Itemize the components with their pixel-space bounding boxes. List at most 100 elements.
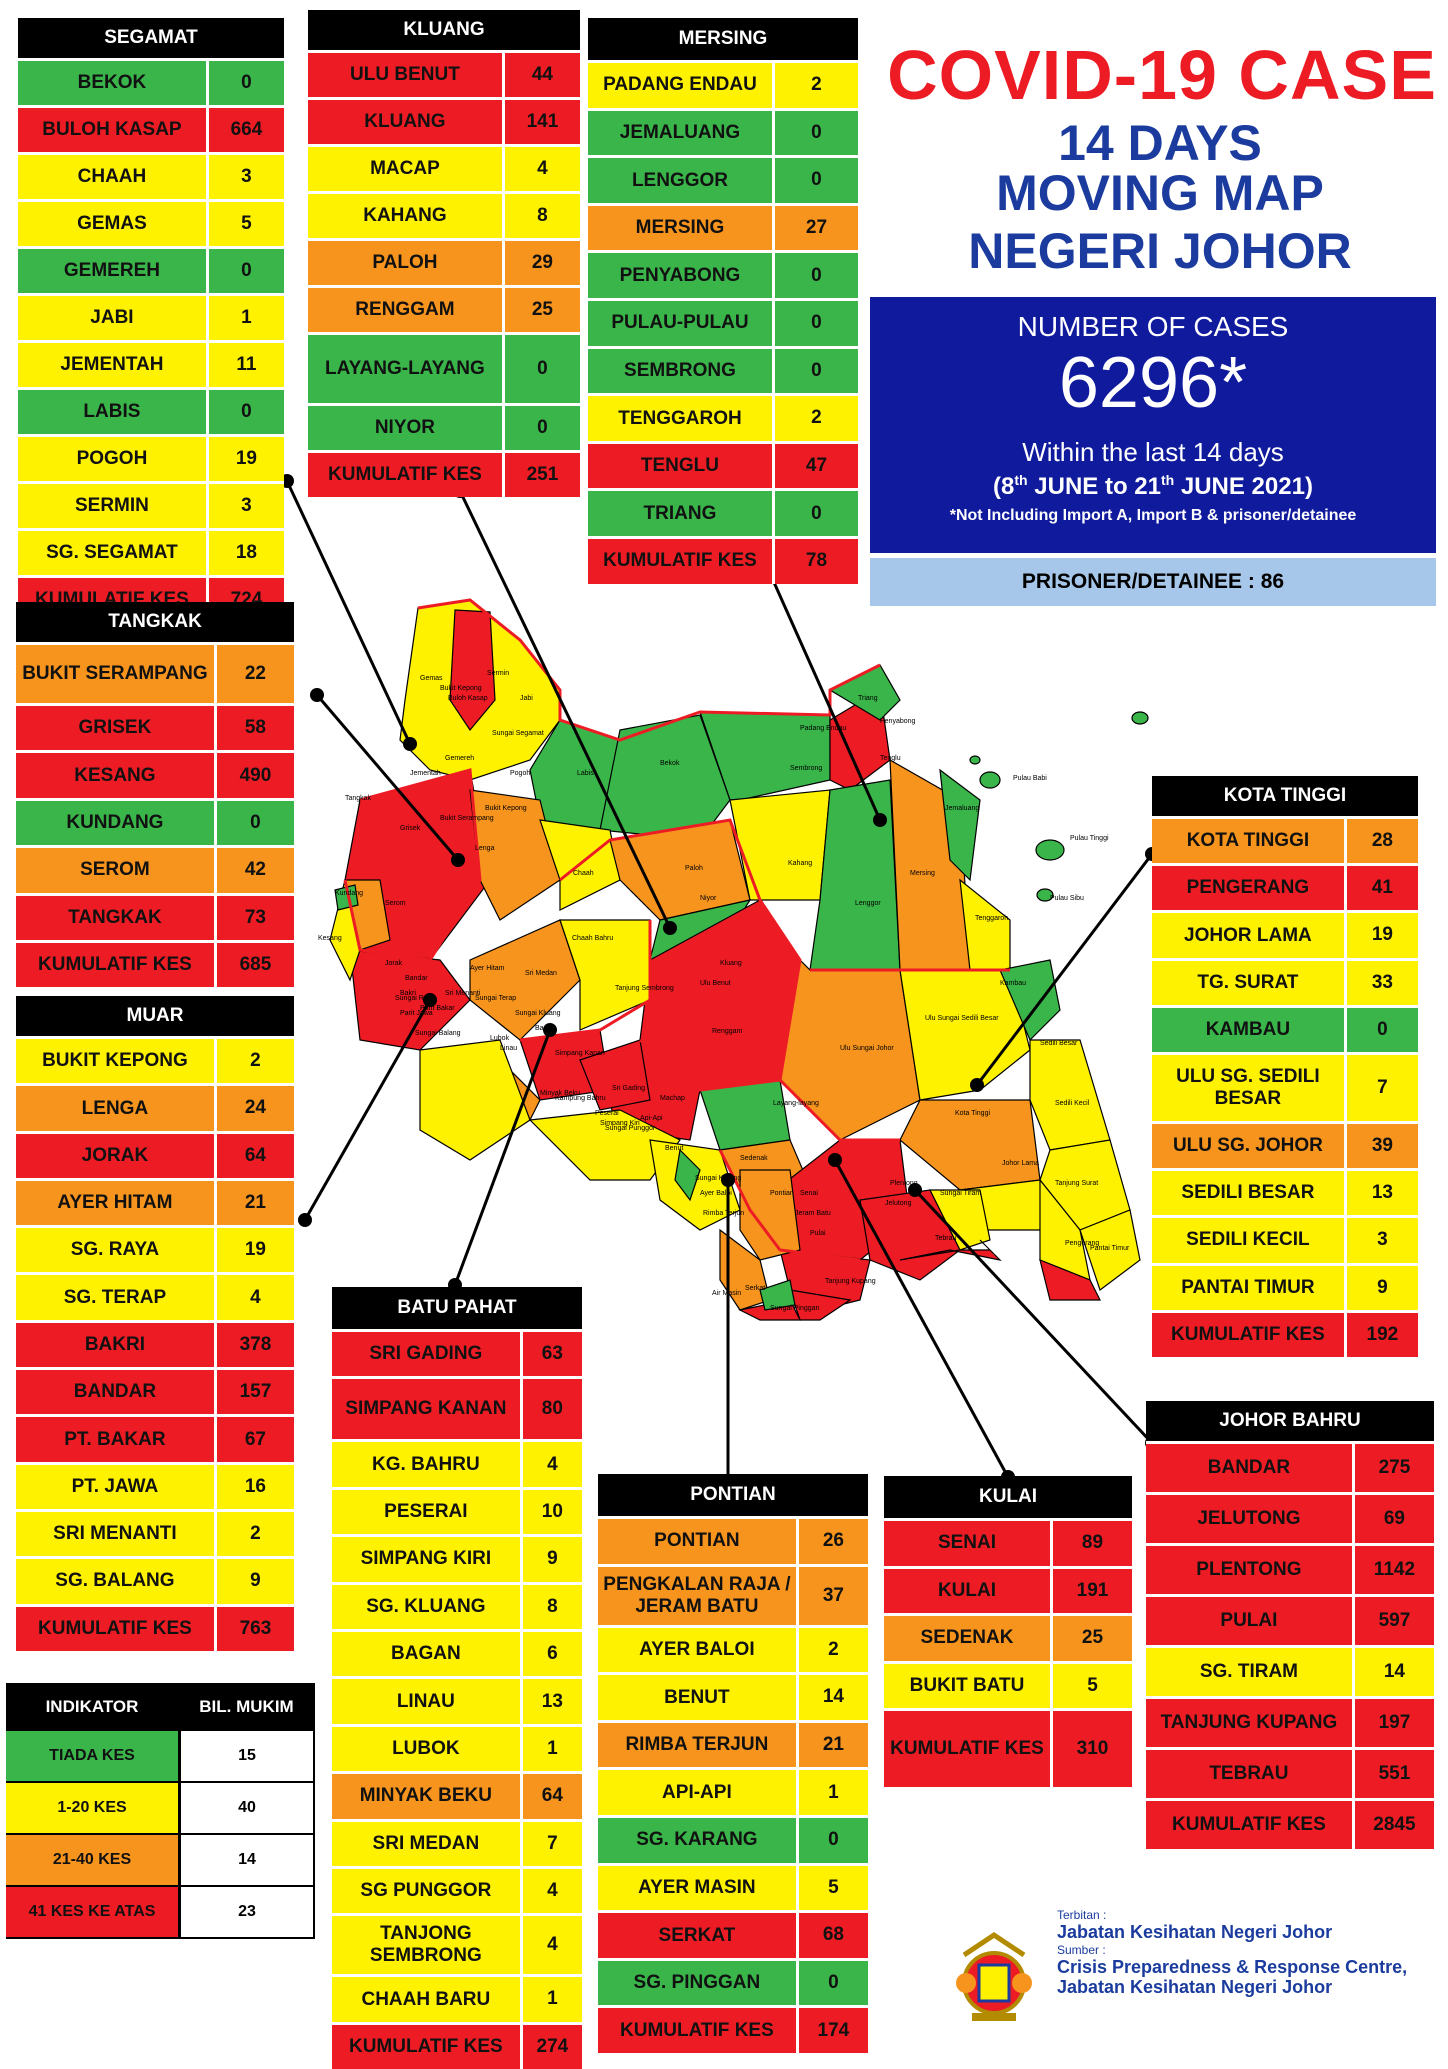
mukim-cases: 4 [547,1880,558,1902]
map-label: Benut [665,1145,683,1152]
legend-table: INDIKATOR BIL. MUKIM TIADA KES 15 1-20 KES… [6,1683,315,1939]
mukim-cases: 685 [239,954,272,976]
map-label: Ulu Benut [700,980,731,987]
mukim-row: PULAU-PULAU 0 [588,297,858,346]
map-label: Jemaluang [945,805,979,812]
mukim-name: KUMULATIF KES [1152,1312,1347,1357]
island-pulau-sibu [1036,888,1054,902]
mukim-row: BUKIT KEPONG 2 [16,1036,294,1084]
mukim-cases: 9 [547,1548,558,1570]
map-label: Pogoh [510,770,530,777]
map-label: Bukit Serampang [440,815,494,822]
mukim-cases: 26 [822,1530,844,1552]
map-label: Jabi [520,695,533,702]
mukim-cases: 0 [811,359,822,381]
mukim-cases: 4 [547,1934,558,1956]
leader-lines [285,480,1154,1483]
map-label: Kahang [788,860,812,867]
mukim-row: SG. TERAP 4 [16,1272,294,1320]
legend-indicator: 21-40 KES [6,1835,178,1885]
mukim-name: PADANG ENDAU [588,63,775,108]
mukim-cases: 2 [811,74,822,96]
mukim-cases: 47 [805,455,828,477]
mukim-name: JEMENTAH [18,343,209,387]
mukim-name: AYER MASIN [598,1865,799,1911]
mukim-name: KUNDANG [16,800,217,846]
panel-kotatinggi: KOTA TINGGI KOTA TINGGI 28 PENGERANG 41 JOHOR… [1152,776,1418,1357]
mukim-name: PENGKALAN RAJA / JERAM BATU [598,1566,799,1625]
mukim-cases: 0 [811,312,822,334]
map-label: Lenga [475,845,495,852]
mukim-name: SG. PINGGAN [598,1960,799,2006]
period-prefix: (8 [993,473,1015,500]
panel-kulai: KULAI SENAI 89 KULAI 191 SEDENAK 25 BUKIT BATU 5… [884,1476,1132,1787]
region-sungai-tiram [929,1189,991,1251]
mukim-cases: 6 [547,1643,558,1665]
map-label: Pulau Babi [1013,775,1047,782]
map-label: Layang-layang [773,1100,819,1107]
within-label: Within the last 14 days [1022,437,1284,467]
map-label: Tanjung Surat [1055,1180,1098,1187]
mukim-name: SIMPANG KIRI [332,1537,523,1582]
legend-row: 21-40 KES 14 [6,1835,315,1887]
map-regions [329,599,1149,1321]
mukim-name: PANTAI TIMUR [1152,1265,1347,1310]
mukim-cases: 28 [1371,830,1393,852]
map-label: Pontian [770,1190,794,1197]
map-label: Api-Api [640,1115,663,1122]
mukim-cases: 13 [541,1690,563,1712]
sumber-label: Sumber : [1057,1942,1106,1957]
mukim-cases: 0 [537,358,548,379]
panel-title: SEGAMAT [18,18,284,58]
mukim-name: TG. SURAT [1152,960,1347,1005]
mukim-cases: 67 [244,1428,266,1450]
mukim-row: KOTA TINGGI 28 [1152,816,1418,864]
mukim-row: KG. BAHRU 4 [332,1439,582,1487]
mukim-row: MACAP 4 [308,144,580,191]
mukim-row: TRIANG 0 [588,488,858,536]
map-label: Sungai Pinggan [770,1305,820,1312]
map-label: Gemereh [445,755,474,762]
sumber-line1: Crisis Preparedness & Response Centre, [1057,1956,1408,1977]
mukim-cases: 39 [1371,1135,1393,1157]
mukim-row: JORAK 64 [16,1130,294,1178]
mukim-row: CHAAH 3 [18,152,284,199]
mukim-cases: 19 [1371,924,1393,946]
map-label: Ayer Hitam [470,965,505,972]
mukim-cases: 27 [805,217,828,239]
mukim-row: JEMALUANG 0 [588,107,858,156]
mukim-row: NIYOR 0 [308,403,580,450]
subtitle-14-days: 14 DAYS [1058,115,1262,171]
subtitle-moving-map: MOVING MAP [996,165,1324,221]
mukim-row: TG. SURAT 33 [1152,957,1418,1005]
mukim-name: GEMEREH [18,249,209,293]
legend-indicator: 1-20 KES [6,1783,178,1833]
mukim-cases: 0 [811,169,822,191]
mukim-cases: 2 [250,1050,261,1072]
legend-col-indikator: INDIKATOR [45,1697,139,1716]
map-label: Buloh Kasap [448,695,488,702]
mukim-cases: 21 [244,1192,266,1214]
mukim-cases: 13 [1371,1182,1393,1204]
island-small [969,755,981,765]
mukim-row: PULAI 597 [1146,1594,1434,1645]
map-label: Ulu Sungai Johor [840,1045,894,1052]
legend-count: 15 [178,1731,315,1781]
map-label: Sungai Segamat [492,730,544,737]
map-label: Tenggaroh [975,915,1008,922]
mukim-cases: 33 [1371,971,1393,993]
mukim-name: LENGA [16,1086,217,1131]
mukim-name: JORAK [16,1133,217,1178]
panel-title: TANGKAK [16,602,294,642]
map-label: Sedili Kecil [1055,1100,1090,1107]
mukim-name: MINYAK BEKU [332,1774,523,1819]
mukim-name: CHAAH BARU [332,1977,523,2022]
mukim-name: ULU SG. JOHOR [1152,1123,1347,1169]
mukim-cases: 5 [828,1876,839,1898]
sumber-line2: Jabatan Kesihatan Negeri Johor [1057,1977,1333,1998]
mukim-name: PONTIAN [598,1519,799,1564]
mukim-cases: 0 [1377,1018,1388,1040]
mukim-row: KULAI 191 [884,1565,1132,1613]
mukim-row: SEDILI KECIL 3 [1152,1215,1418,1263]
mukim-name: LINAU [332,1679,523,1724]
